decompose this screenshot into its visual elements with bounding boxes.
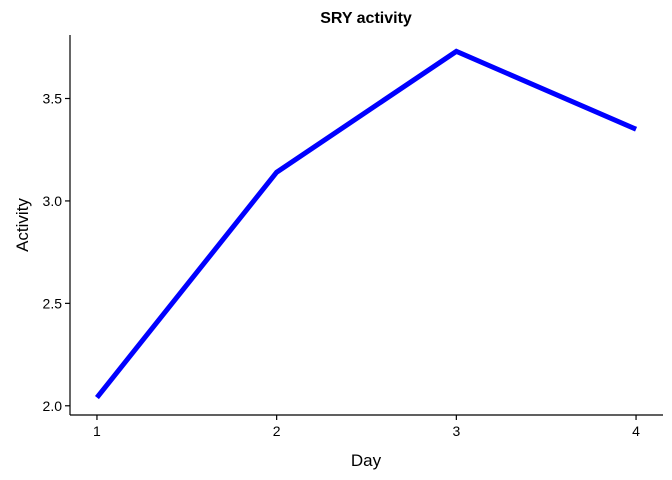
y-tick-label: 3.5 — [43, 91, 63, 107]
x-tick-label: 2 — [273, 423, 281, 439]
y-tick-label: 2.5 — [43, 295, 63, 311]
y-tick-label: 2.0 — [43, 398, 63, 414]
x-axis-ticks: 1 2 3 4 — [93, 415, 640, 439]
x-tick-label: 4 — [632, 423, 640, 439]
x-tick-label: 1 — [93, 423, 101, 439]
x-tick-label: 3 — [452, 423, 460, 439]
chart-title: SRY activity — [320, 10, 412, 27]
y-tick-label: 3.0 — [43, 193, 63, 209]
series-line — [94, 48, 638, 400]
y-axis-label: Activity — [13, 198, 32, 252]
y-axis-ticks: 2.0 2.5 3.0 3.5 — [43, 91, 70, 414]
plot-area — [94, 48, 638, 400]
x-axis-label: Day — [351, 451, 382, 470]
